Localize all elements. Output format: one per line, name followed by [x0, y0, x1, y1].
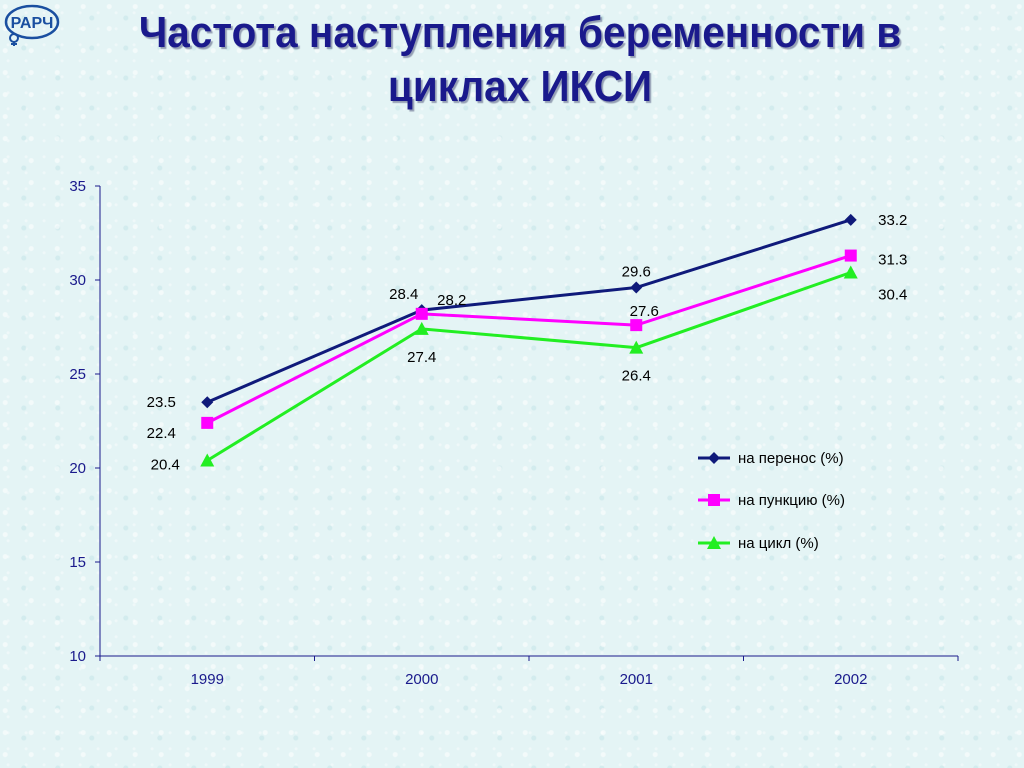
- data-label: 26.4: [622, 368, 651, 385]
- data-point: [414, 321, 429, 335]
- y-tick-label: 10: [69, 648, 86, 665]
- data-label: 31.3: [878, 252, 907, 269]
- title-line-2: циклах ИКСИ: [387, 62, 653, 111]
- y-tick-label: 20: [69, 460, 86, 477]
- data-label: 27.4: [407, 349, 436, 366]
- data-point: [201, 396, 214, 409]
- y-tick-label: 30: [69, 272, 86, 289]
- data-point: [843, 265, 858, 279]
- data-point: [200, 453, 215, 467]
- y-tick-label: 25: [69, 366, 86, 383]
- rarch-logo: РАРЧ: [4, 4, 60, 46]
- y-tick-label: 15: [69, 554, 86, 571]
- data-point: [415, 307, 428, 320]
- x-tick-label: 2002: [834, 671, 867, 688]
- x-tick-label: 1999: [191, 671, 224, 688]
- data-point: [629, 340, 644, 354]
- legend-label: на цикл (%): [738, 535, 819, 552]
- y-tick-label: 35: [69, 178, 86, 195]
- logo-text: РАРЧ: [11, 15, 54, 32]
- legend-label: на перенос (%): [738, 450, 844, 467]
- legend-marker: [707, 536, 721, 549]
- data-label: 22.4: [147, 425, 176, 442]
- legend-label: на пункцию (%): [738, 492, 845, 509]
- data-point: [630, 319, 643, 332]
- data-label: 28.2: [437, 292, 466, 309]
- legend-marker: [708, 452, 720, 464]
- data-label: 33.2: [878, 212, 907, 229]
- data-label: 20.4: [151, 456, 180, 473]
- data-label: 30.4: [878, 286, 907, 303]
- legend-marker: [708, 494, 720, 506]
- data-point: [844, 249, 857, 262]
- data-label: 27.6: [630, 303, 659, 320]
- x-tick-label: 2000: [405, 671, 438, 688]
- series-line: [206, 271, 852, 462]
- data-label: 28.4: [389, 286, 418, 303]
- data-point: [844, 213, 857, 226]
- data-point: [201, 416, 214, 429]
- data-label: 29.6: [622, 264, 651, 281]
- x-tick-label: 2001: [620, 671, 653, 688]
- series-line: [206, 218, 852, 404]
- title-line-1: Частота наступления беременности в: [138, 8, 902, 57]
- data-point: [630, 281, 643, 294]
- data-label: 23.5: [147, 394, 176, 411]
- page-title: Частота наступления беременности в цикла…: [106, 6, 934, 114]
- series-line: [206, 254, 852, 425]
